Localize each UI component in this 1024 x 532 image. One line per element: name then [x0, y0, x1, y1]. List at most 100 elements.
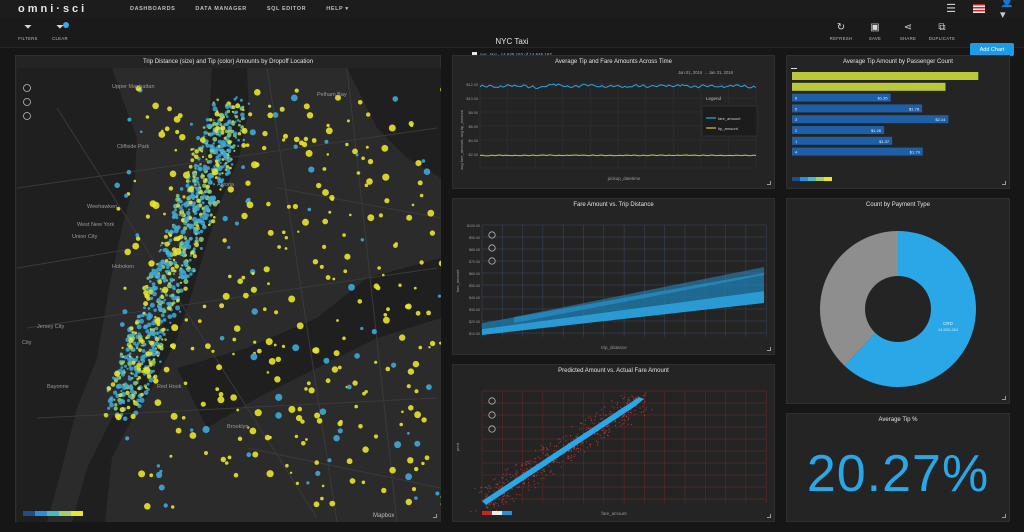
add-chart-button[interactable]: Add Chart: [970, 43, 1014, 56]
user-icon[interactable]: 👤▾: [1000, 0, 1014, 21]
pan-tool-icon[interactable]: [488, 244, 496, 252]
bar[interactable]: [792, 126, 885, 134]
bar[interactable]: [792, 72, 979, 80]
map-point: [440, 495, 441, 499]
color-legend[interactable]: [23, 511, 83, 516]
number-panel[interactable]: Average Tip % 20.27%: [786, 413, 1010, 522]
bar[interactable]: [792, 104, 923, 113]
pred-vs-actual-panel[interactable]: Predicted Amount vs. Actual Fare Amount …: [452, 364, 775, 522]
map-point: [149, 328, 152, 331]
resize-handle[interactable]: [767, 181, 771, 185]
scatter2-point: [570, 450, 572, 452]
scatter2-point: [590, 443, 592, 445]
y-tick-label: $30.00: [469, 308, 480, 312]
line-legend[interactable]: [701, 105, 758, 137]
resize-handle[interactable]: [767, 514, 771, 518]
scatter2-point: [508, 495, 510, 497]
map-point: [274, 310, 279, 315]
flag-icon[interactable]: [972, 2, 986, 14]
nav-dashboards[interactable]: DASHBOARDS: [130, 6, 176, 12]
bar-chart[interactable]: $1.35 6 $1.78 5 $2.14 3 $1.26 2 $1.37 1 $1.79 4: [788, 68, 1010, 188]
chart-type-icon[interactable]: [791, 68, 797, 69]
notifications-icon[interactable]: ☰: [946, 2, 956, 15]
map-point: [146, 387, 150, 392]
map-point: [364, 183, 369, 188]
map-point: [268, 104, 272, 108]
pie-chart[interactable]: CRD 14,500,263: [788, 213, 1010, 403]
scatter2-point: [493, 503, 495, 505]
fare-vs-distance-panel[interactable]: Fare Amount vs. Trip Distance $100.00 $90…: [452, 198, 775, 355]
resize-handle[interactable]: [1002, 181, 1006, 185]
map-point: [158, 307, 164, 312]
map-point: [120, 372, 126, 377]
map-point: [145, 329, 150, 334]
zoom-tool-icon[interactable]: [488, 397, 496, 405]
map-title: Trip Distance (size) and Tip (color) Amo…: [142, 59, 314, 65]
date-range[interactable]: Jan 01, 2016 → Jan 31, 2016: [678, 70, 734, 75]
scatter2-point: [547, 455, 550, 457]
bar[interactable]: [792, 115, 949, 124]
bar[interactable]: [792, 82, 946, 91]
dashboard-title[interactable]: NYC Taxi: [495, 37, 529, 46]
pie-slice[interactable]: [820, 231, 898, 366]
scatter2-point: [585, 429, 587, 431]
nav-help[interactable]: HELP ▾: [326, 6, 349, 12]
line-chart-panel[interactable]: Average Tip and Fare Amounts Across Time…: [452, 55, 775, 189]
map-point: [138, 470, 146, 478]
zoom-tool-icon[interactable]: [23, 84, 31, 92]
map-point: [221, 172, 224, 175]
map-point: [226, 109, 231, 114]
zoom-tool-icon[interactable]: [488, 231, 496, 239]
pan-tool-icon[interactable]: [23, 98, 31, 106]
scatter2-point: [553, 461, 555, 463]
pan-tool-icon[interactable]: [488, 411, 496, 419]
nav-data-manager[interactable]: DATA MANAGER: [195, 6, 247, 12]
map-point: [163, 212, 166, 216]
scatter2-point: [576, 444, 579, 446]
bar[interactable]: [792, 147, 923, 156]
pred-vs-actual-chart[interactable]: pred fare_amount: [454, 377, 775, 521]
map-point: [220, 140, 226, 146]
share-button[interactable]: ⋖ SHARE: [899, 22, 917, 41]
map-point: [367, 214, 375, 222]
nav-sql-editor[interactable]: SQL EDITOR: [266, 6, 307, 12]
refresh-button[interactable]: ↻ REFRESH: [829, 22, 853, 41]
pointmap[interactable]: Upper Manhattan Pelham Bay Cliffside Park A…: [17, 68, 441, 522]
map-point: [217, 396, 225, 404]
duplicate-button[interactable]: ⧉ DUPLICATE: [928, 22, 956, 41]
scatter2-point: [558, 442, 560, 444]
map-point: [125, 390, 130, 396]
lasso-tool-icon[interactable]: [488, 425, 496, 433]
map-point: [232, 352, 235, 356]
series-fare-amount[interactable]: [479, 83, 757, 90]
map-point: [324, 139, 329, 144]
resize-handle[interactable]: [433, 514, 437, 518]
resize-handle[interactable]: [1002, 396, 1006, 400]
bar-chart-panel[interactable]: Average Tip Amount by Passenger Count $1…: [786, 55, 1010, 189]
lasso-tool-icon[interactable]: [488, 257, 496, 265]
map-point: [208, 154, 213, 159]
save-button[interactable]: ▣ SAVE: [868, 22, 882, 41]
bar[interactable]: [792, 136, 893, 145]
legend-title[interactable]: Legend: [706, 96, 722, 101]
map-point: [321, 484, 325, 488]
map-point: [153, 286, 159, 291]
bar[interactable]: [792, 93, 891, 102]
map-panel[interactable]: Trip Distance (size) and Tip (color) Amo…: [15, 55, 441, 522]
map-point: [109, 396, 114, 400]
filters-button[interactable]: ⏷ FILTERS: [18, 22, 38, 41]
resize-handle[interactable]: [1002, 514, 1006, 518]
lasso-tool-icon[interactable]: [23, 112, 31, 120]
scatter2-point: [642, 395, 644, 397]
scatter2-point: [503, 482, 505, 484]
fare-vs-distance-chart[interactable]: $100.00 $90.00 $80.00 $70.00 $60.00 $50.00 $40…: [454, 211, 775, 354]
map-point: [316, 418, 323, 424]
app-logo[interactable]: omni·sci: [18, 3, 88, 15]
resize-handle[interactable]: [767, 347, 771, 351]
pie-chart-panel[interactable]: Count by Payment Type CRD 14,500,263: [786, 198, 1010, 404]
line-chart[interactable]: Jan 01, 2016 → Jan 31, 2016 avg fare_amo…: [454, 68, 775, 188]
series-tip-amount[interactable]: [479, 154, 757, 157]
clear-button[interactable]: ⏷ CLEAR: [52, 22, 69, 41]
y-tick-label: $70.00: [469, 260, 480, 264]
scatter2-point: [587, 417, 589, 419]
